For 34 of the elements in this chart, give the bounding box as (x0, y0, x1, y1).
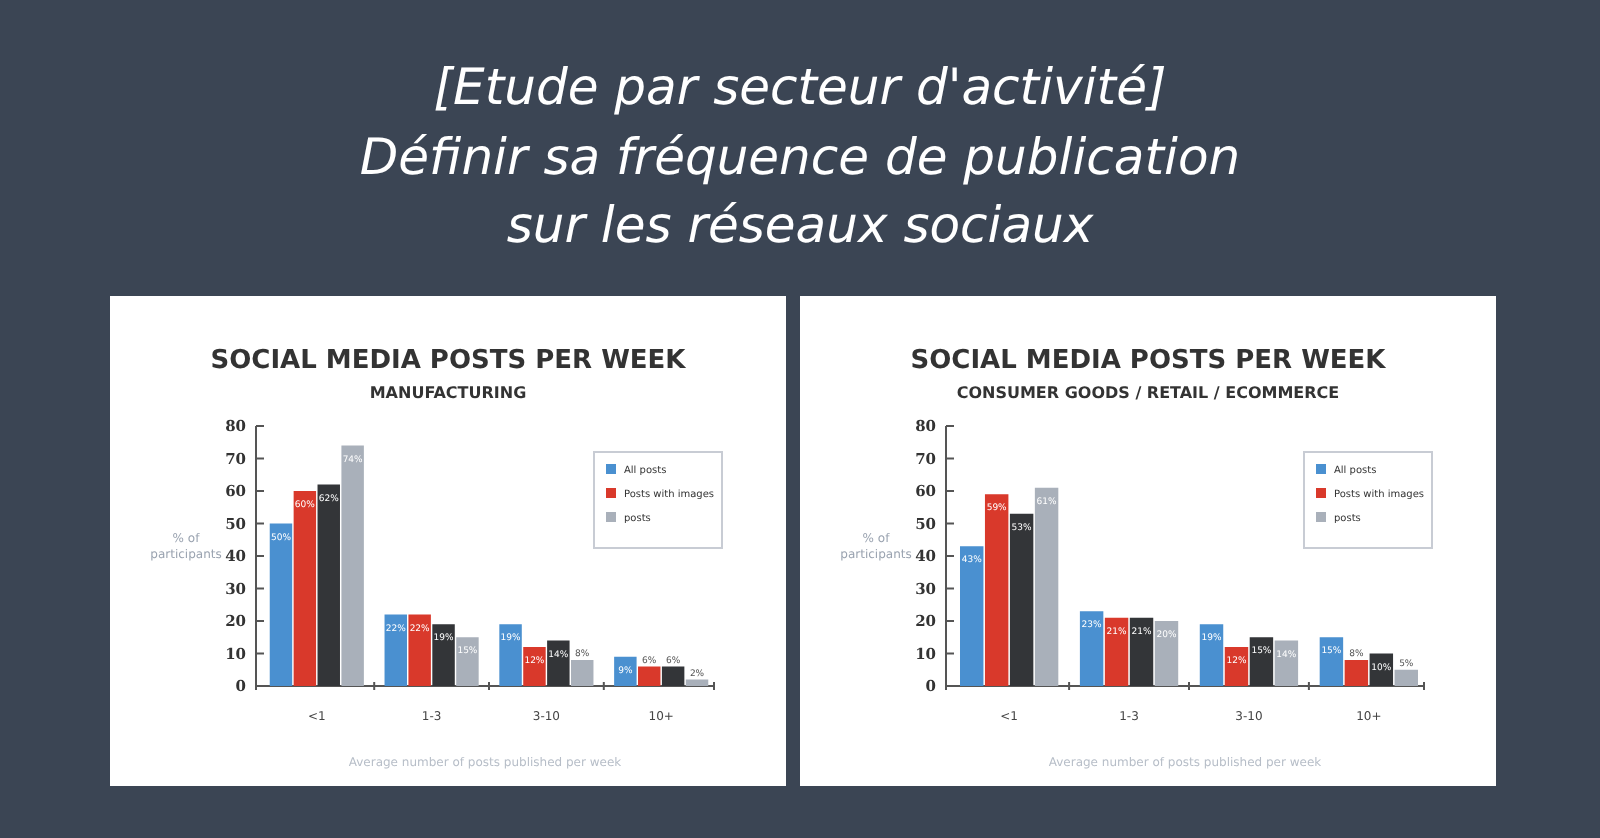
bar (571, 660, 594, 686)
bar (1319, 637, 1344, 686)
text: Définir sa fréquence de publication sur les réseaux sociaux (359, 128, 1241, 254)
bar (661, 666, 685, 686)
bar (1394, 669, 1418, 686)
bar (685, 679, 709, 686)
chart-subtitle: CONSUMER GOODS / RETAIL / ECOMMERCE (956, 384, 1340, 402)
bar (456, 637, 479, 686)
bar (1249, 637, 1274, 686)
bar (1009, 513, 1034, 686)
chart-title: SOCIAL MEDIA POSTS PER WEEK (910, 346, 1388, 376)
bar (1199, 624, 1224, 686)
bar (523, 647, 546, 686)
chart-title: SOCIAL MEDIA POSTS PER WEEK (210, 346, 688, 376)
text: [Etude par secteur d'activité] (433, 58, 1167, 116)
bar (984, 494, 1009, 686)
bar (408, 614, 431, 686)
bar (960, 546, 984, 686)
bar (1154, 621, 1179, 686)
bar (547, 640, 570, 686)
bar (269, 523, 293, 686)
bar (341, 445, 364, 686)
bar (384, 614, 407, 686)
bar (317, 484, 340, 686)
bar (499, 624, 522, 686)
chart-subtitle: MANUFACTURING (369, 384, 527, 402)
bar (638, 666, 661, 686)
bar (1079, 611, 1104, 686)
bar (1034, 487, 1059, 686)
bar (293, 491, 317, 686)
bar (1104, 617, 1129, 686)
bar (432, 624, 455, 686)
bar (1344, 660, 1369, 686)
bar (1129, 617, 1154, 686)
